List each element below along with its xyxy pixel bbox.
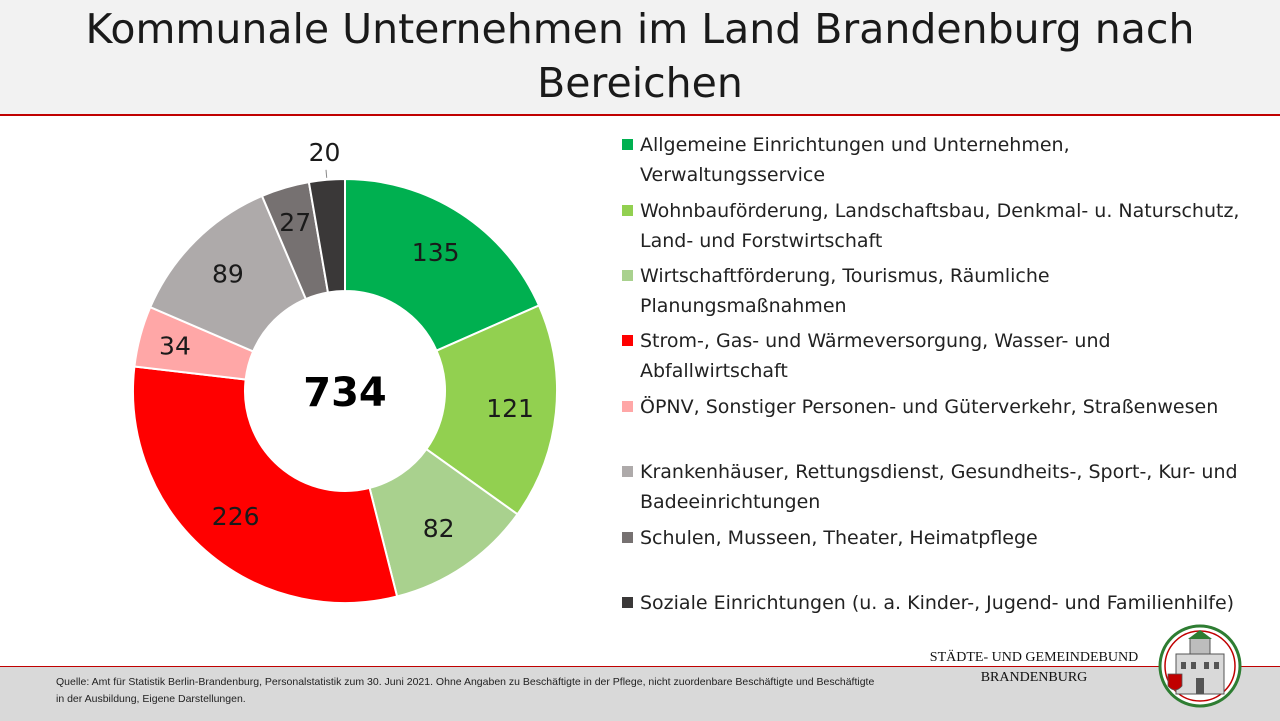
legend-item-8: Soziale Einrichtungen (u. a. Kinder-, Ju… [620,588,1240,618]
legend-swatch [622,466,633,477]
legend-item-6: Krankenhäuser, Rettungsdienst, Gesundhei… [620,457,1240,517]
legend-label: Krankenhäuser, Rettungsdienst, Gesundhei… [640,461,1238,513]
legend-swatch [622,597,633,608]
donut-hole [246,292,444,490]
organization-name-line2: BRANDENBURG [980,670,1088,685]
organization-name: STÄDTE- UND GEMEINDEBUND BRANDENBURG [914,648,1154,688]
legend-label: Strom-, Gas- und Wärmeversorgung, Wasser… [640,330,1111,382]
data-label-8: 20 [309,138,341,167]
donut-chart: 135 121 82 226 34 89 27 20 734 [132,138,558,604]
data-label-6: 89 [212,259,244,288]
source-note: Quelle: Amt für Statistik Berlin-Branden… [56,676,875,705]
legend-swatch [622,335,633,346]
total-label: 734 [303,370,387,416]
donut-slice-8 [307,177,346,294]
legend-item-2: Wohnbauförderung, Landschaftsbau, Denkma… [620,196,1240,256]
donut-slice-2 [424,304,558,516]
data-label-7: 27 [279,208,311,237]
data-label-2: 121 [486,394,534,423]
legend-label: Schulen, Musseen, Theater, Heimatpflege [640,527,1038,549]
legend-item-1: Allgemeine Einrichtungen und Unternehmen… [620,130,1240,190]
legend-swatch [622,205,633,216]
data-label-5: 34 [159,332,191,361]
data-label-1: 135 [412,238,460,267]
donut-slice-4 [132,365,399,604]
legend-swatch [622,532,633,543]
legend-label: Soziale Einrichtungen (u. a. Kinder-, Ju… [640,592,1235,614]
legend-item-3: Wirtschaftförderung, Tourismus, Räumlich… [620,261,1240,321]
leader-line-8 [325,169,328,178]
legend-label: Wirtschaftförderung, Tourismus, Räumlich… [640,265,1050,317]
organization-name-line1: STÄDTE- UND GEMEINDEBUND [929,650,1139,665]
coat-of-arms-logo [1158,624,1242,708]
legend-label: Allgemeine Einrichtungen und Unternehmen… [640,134,1070,186]
legend-item-5: ÖPNV, Sonstiger Personen- und Güterverke… [620,392,1240,422]
title-bar: Kommunale Unternehmen im Land Brandenbur… [0,0,1280,116]
legend-item-7: Schulen, Musseen, Theater, Heimatpflege [620,523,1240,553]
data-label-3: 82 [423,514,455,543]
donut-slice-1 [344,177,541,352]
legend-item-4: Strom-, Gas- und Wärmeversorgung, Wasser… [620,326,1240,386]
legend-swatch [622,401,633,412]
data-label-4: 226 [212,502,260,531]
legend-swatch [622,139,633,150]
footer-bar [0,666,1280,721]
legend-label: ÖPNV, Sonstiger Personen- und Güterverke… [640,396,1219,418]
legend-label: Wohnbauförderung, Landschaftsbau, Denkma… [640,200,1240,252]
page-title: Kommunale Unternehmen im Land Brandenbur… [85,5,1195,107]
legend-swatch [622,270,633,281]
